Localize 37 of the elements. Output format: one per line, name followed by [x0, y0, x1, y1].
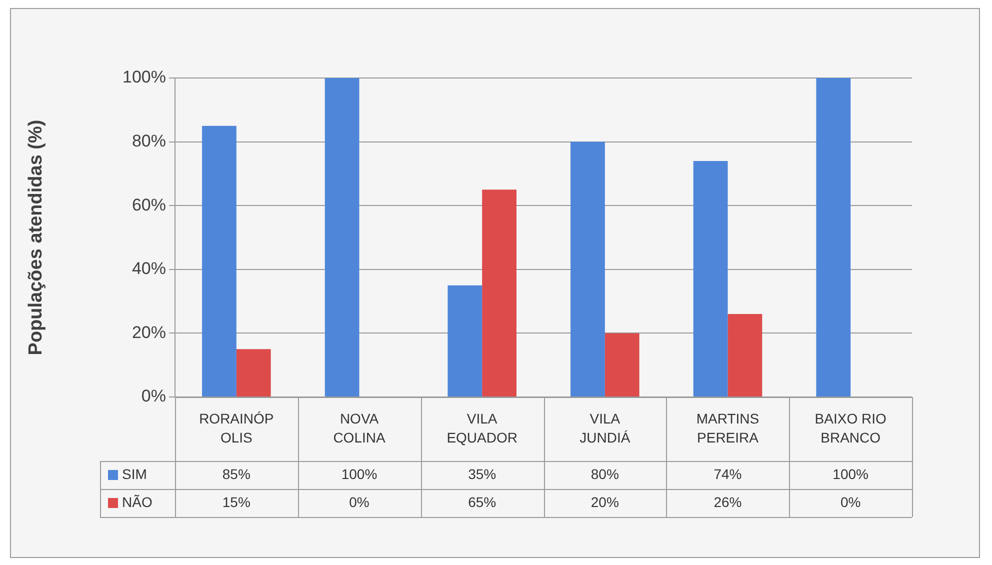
data-label: 100% [341, 466, 378, 482]
data-label: 100% [832, 466, 868, 482]
data-label: 26% [714, 494, 742, 510]
y-tick-label: 60% [132, 195, 166, 214]
data-label: 65% [468, 494, 496, 510]
data-label: 0% [840, 494, 861, 510]
bar [693, 160, 728, 396]
bar [202, 126, 236, 396]
y-axis-title: Populações atendidas (%) [26, 120, 47, 356]
x-tick-label: VILA JUNDIÁ [580, 410, 631, 446]
bar [570, 142, 605, 396]
y-tick-label: 20% [132, 322, 166, 342]
y-tick-label: 0% [141, 386, 166, 406]
bar [816, 78, 851, 396]
y-tick-label: 80% [132, 131, 166, 150]
x-tick-label: MARTINS PEREIRA [696, 410, 760, 446]
y-tick-label: 100% [122, 68, 166, 87]
bar [236, 349, 271, 396]
bar [448, 285, 482, 396]
data-label: 0% [349, 494, 370, 510]
bar [482, 190, 516, 396]
x-tick-label: NOVA COLINA [333, 410, 386, 446]
legend-label: NÃO [122, 494, 152, 510]
bar [728, 314, 762, 396]
legend-label: SIM [122, 466, 147, 482]
x-tick-label: BAIXO RIO BRANCO [814, 410, 886, 446]
data-label: 15% [222, 494, 250, 510]
x-tick-label: RORAINÓPOLIS [199, 410, 274, 446]
data-label: 74% [714, 466, 742, 482]
data-label: 80% [590, 466, 619, 482]
data-label: 35% [468, 466, 496, 482]
y-tick-label: 40% [132, 259, 166, 278]
x-tick-label: VILA EQUADOR [446, 410, 518, 446]
data-label: 20% [590, 494, 619, 510]
data-label: 85% [222, 466, 250, 482]
bar [604, 333, 640, 396]
bar [324, 78, 360, 396]
